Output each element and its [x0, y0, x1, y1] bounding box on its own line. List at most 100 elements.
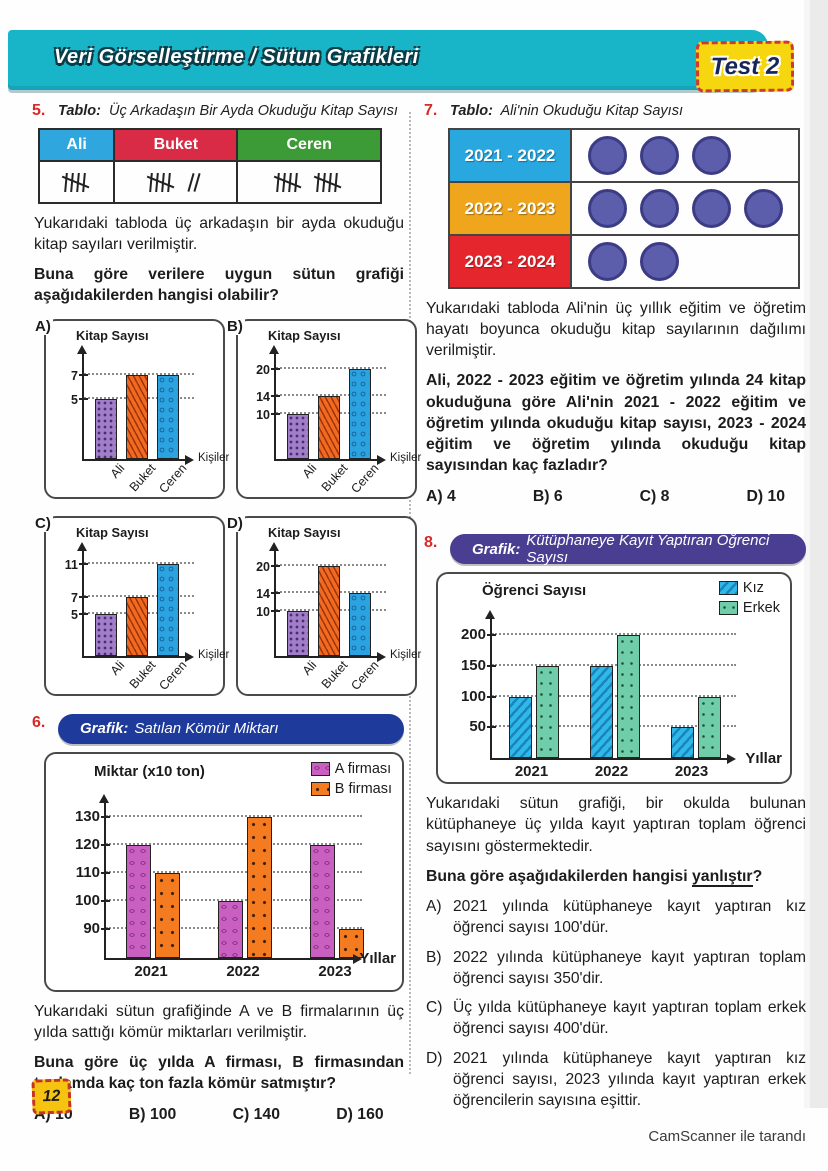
pictograph-row-2022: 2022 - 2023 — [448, 181, 800, 236]
bar-Ceren — [157, 374, 179, 459]
question5-question: Buna göre verilere uygun sütun grafiği a… — [34, 266, 404, 305]
option-b-ylabel: Kitap Sayısı — [268, 327, 341, 343]
page-title: Veri Görselleştirme / Sütun Grafikleri — [54, 46, 419, 68]
question6-banner: Grafik: Satılan Kömür Miktarı — [58, 713, 404, 744]
option-b-letter: B) — [225, 317, 245, 335]
coal-chart-ylabel: Miktar (x10 ton) — [94, 762, 205, 780]
tally-header-ceren: Ceren — [236, 128, 382, 162]
row-2022-label: 2022 - 2023 — [448, 181, 572, 236]
option-c-ylabel: Kitap Sayısı — [76, 524, 149, 540]
question7-question: Ali, 2022 - 2023 eğitim ve öğretim yılın… — [426, 372, 806, 475]
book-circle-icon — [640, 189, 679, 228]
bar-Buket — [126, 374, 148, 459]
option-c-letter: C) — [33, 514, 53, 532]
bar-Ali — [95, 398, 117, 459]
b-firm-swatch — [310, 781, 330, 796]
book-circle-icon — [588, 242, 627, 281]
bar-B firması-2021 — [155, 872, 180, 958]
tally-header-buket: Buket — [113, 128, 239, 162]
option-d-chart-card: D) Kitap Sayısı 10 14 20 Ali Buket Ceren Kiş… — [225, 514, 421, 696]
coal-chart-plot: 90 100 110 120 130 — [75, 793, 364, 964]
library-chart-ylabel: Öğrenci Sayısı — [482, 582, 587, 600]
row-2021-label: 2021 - 2022 — [448, 128, 572, 183]
a-firm-label: A firması — [334, 760, 392, 777]
option-c-bar-chart: 5 7 11 Ali Buket Ceren Kişiler — [46, 518, 229, 694]
bar-B firması-2022 — [247, 816, 272, 958]
camscanner-note: CamScanner ile tarandı — [648, 1128, 806, 1145]
question7-title: Tablo: Ali'nin Okuduğu Kitap Sayısı — [450, 102, 683, 119]
tally-table-value-row — [37, 160, 382, 204]
erkek-swatch — [718, 601, 738, 616]
bar-Ceren — [349, 368, 371, 459]
question6-banner-title: Satılan Kömür Miktarı — [134, 720, 279, 738]
bar-Ali — [287, 610, 309, 656]
question8-answers: A) 2021 yılında kütüphaneye kayıt yaptır… — [426, 897, 806, 1112]
library-chart-xaxis-label: Yıllar — [745, 750, 782, 768]
q7-answer-c: C) 8 — [639, 488, 670, 506]
question5-title: Tablo: Üç Arkadaşın Bir Ayda Okuduğu Kit… — [58, 102, 398, 119]
bar-Erkek-2022 — [617, 634, 640, 759]
q8-answer-c-text: Üç yılda kütüphaneye kayıt yaptıran topl… — [453, 999, 806, 1038]
scan-edge-shadow — [804, 0, 810, 1108]
q7-answer-a: A) 4 — [426, 488, 456, 506]
question7-number: 7. — [424, 102, 438, 119]
bar-Buket — [318, 565, 340, 656]
row-2023-label: 2023 - 2024 — [448, 234, 572, 289]
left-column: 5. Tablo: Üç Arkadaşın Bir Ayda Okuduğu … — [32, 102, 421, 1124]
option-d-xaxis-label: Kişiler — [390, 648, 422, 661]
question6-answers: A) 10 B) 100 C) 140 D) 160 — [34, 1106, 384, 1124]
tally-cell-buket — [113, 160, 239, 204]
option-a-xaxis-label: Kişiler — [198, 451, 230, 464]
q8-question-underlined: yanlıştır — [692, 867, 753, 887]
question7-description: Yukarıdaki tabloda Ali'nin üç yıllık eği… — [426, 300, 806, 360]
pictograph-row-2023: 2023 - 2024 — [448, 234, 800, 289]
q8-answer-b: B) 2022 yılında kütüphaneye kayıt yaptır… — [426, 948, 806, 990]
q8-answer-a: A) 2021 yılında kütüphaneye kayıt yaptır… — [426, 897, 806, 939]
bar-Kız-2022 — [590, 665, 613, 759]
book-circle-icon — [588, 136, 627, 175]
q6-answer-d: D) 160 — [336, 1106, 384, 1124]
option-a-ylabel: Kitap Sayısı — [76, 327, 149, 343]
q8-question-prefix: Buna göre aşağıdakilerden hangisi — [426, 867, 692, 885]
bar-A firması-2021 — [126, 844, 151, 958]
legend-item-b-firm: B firması — [310, 781, 392, 797]
option-d-ylabel: Kitap Sayısı — [268, 524, 341, 540]
question6-number: 6. — [32, 713, 46, 731]
option-b-xlabels: Ali Buket Ceren — [299, 460, 382, 496]
q7-answer-d: D) 10 — [746, 488, 786, 506]
question8-header: 8. Grafik: Kütüphaneye Kayıt Yaptıran Öğ… — [424, 532, 806, 566]
coal-chart-xaxis-label: Yıllar — [359, 949, 396, 967]
bar-Buket — [318, 395, 340, 459]
question6-banner-prefix: Grafik: — [80, 720, 129, 738]
right-column: 7. Tablo: Ali'nin Okuduğu Kitap Sayısı 2… — [424, 102, 806, 1112]
q8-answer-a-letter: A) — [426, 897, 442, 915]
q8-answer-d: D) 2021 yılında kütüphaneye kayıt yaptır… — [426, 1049, 806, 1112]
coal-chart-card: Miktar (x10 ton) A firması B firması 90 1… — [44, 751, 404, 992]
q8-answer-c-letter: C) — [426, 999, 443, 1017]
q8-answer-c: C) Üç yılda kütüphaneye kayıt yaptıran t… — [426, 998, 806, 1040]
pictograph-table: 2021 - 2022 2022 - 2023 2023 - 2024 — [448, 128, 800, 289]
library-chart-card: Öğrenci Sayısı Kız Erkek 50 100 150 200 202… — [436, 572, 792, 785]
question6-description: Yukarıdaki sütun grafiğinde A ve B firma… — [34, 1002, 404, 1041]
bar-Buket — [126, 597, 148, 656]
q8-question-suffix: ? — [752, 867, 763, 885]
option-c-xlabels: Ali Buket Ceren — [107, 657, 190, 693]
question7-header: 7. Tablo: Ali'nin Okuduğu Kitap Sayısı — [424, 102, 806, 120]
page-number-badge: 12 — [31, 1078, 72, 1115]
pictograph-row-2021: 2021 - 2022 — [448, 128, 800, 183]
question5-title-prefix: Tablo: — [58, 103, 101, 119]
row-2023-circles — [570, 234, 800, 289]
option-c-plot: 5 7 11 — [65, 541, 194, 662]
book-circle-icon — [640, 136, 679, 175]
question5-description: Yukarıdaki tabloda üç arkadaşın bir ayda… — [34, 215, 404, 254]
coal-chart-legend: A firması B firması — [310, 760, 392, 797]
question5-title-text: Üç Arkadaşın Bir Ayda Okuduğu Kitap Sayı… — [109, 103, 398, 119]
question7-answers: A) 4 B) 6 C) 8 D) 10 — [426, 488, 785, 506]
tally-cell-ali — [37, 160, 116, 204]
q8-answer-d-text: 2021 yılında kütüphaneye kayıt yaptıran … — [453, 1050, 806, 1109]
q8-answer-b-letter: B) — [426, 948, 442, 966]
q6-answer-c: C) 140 — [232, 1106, 280, 1124]
tally-table: Ali Buket Ceren — [37, 128, 382, 204]
